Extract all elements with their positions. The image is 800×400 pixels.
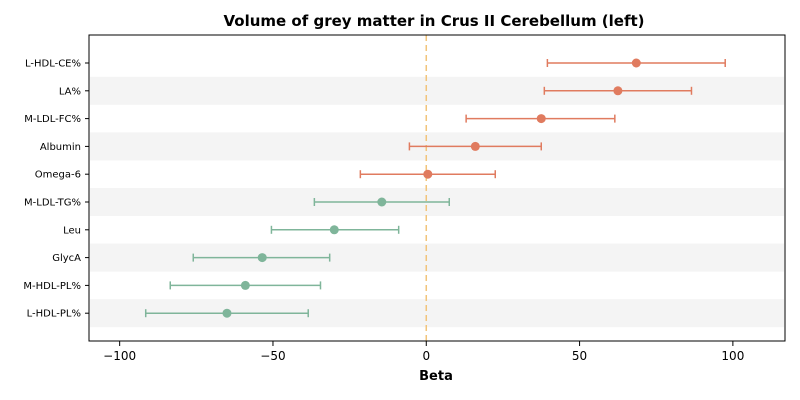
y-tick-label: M-HDL-PL%: [23, 281, 81, 292]
estimate-point: [423, 169, 433, 179]
plot-border: [88, 34, 786, 342]
plot-frame: [88, 34, 786, 342]
x-tick-label: −50: [260, 349, 285, 363]
x-tick-label: 100: [721, 349, 744, 363]
error-bars-group: [144, 58, 726, 318]
estimate-point: [631, 58, 641, 68]
x-tick-label: −100: [103, 349, 136, 363]
estimate-point: [536, 114, 546, 124]
y-tick-label: L-HDL-CE%: [25, 59, 81, 70]
estimate-point: [257, 253, 267, 263]
y-tick-label: L-HDL-PL%: [27, 309, 81, 320]
estimate-point: [613, 86, 623, 96]
estimate-point: [240, 280, 250, 290]
y-tick-label: M-LDL-TG%: [24, 198, 81, 209]
chart-title: Volume of grey matter in Crus II Cerebel…: [223, 12, 644, 30]
x-axis-label: Beta: [419, 369, 453, 384]
y-tick-label: M-LDL-FC%: [24, 114, 81, 125]
y-tick-label: Omega-6: [35, 170, 81, 181]
estimate-point: [222, 308, 232, 318]
x-tick-label: 0: [422, 349, 430, 363]
y-tick-label: Albumin: [40, 142, 81, 153]
y-axis: L-HDL-CE% LA% M-LDL-FC% Albumin Omega-6 M-LDL…: [23, 59, 89, 320]
x-tick-label: 50: [572, 349, 587, 363]
y-tick-label: GlycA: [52, 253, 81, 264]
estimate-point: [377, 197, 387, 207]
y-tick-label: LA%: [59, 86, 81, 97]
x-axis: −100 −50 0 50 100: [103, 341, 744, 363]
estimate-point: [329, 225, 339, 235]
estimate-point: [470, 141, 480, 151]
y-tick-label: Leu: [63, 225, 81, 236]
